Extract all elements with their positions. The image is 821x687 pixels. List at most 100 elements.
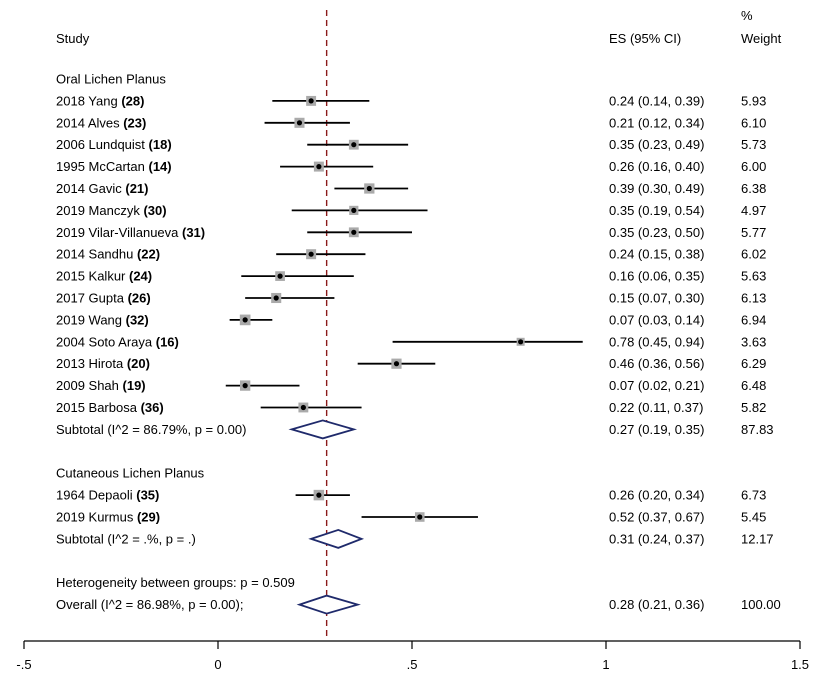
study-ref: (18) (149, 137, 172, 152)
estimate-point (308, 98, 314, 104)
estimate-point (366, 185, 372, 192)
estimate-point (417, 514, 423, 520)
study-label: 2006 Lundquist (18) (56, 137, 172, 152)
es-value: 0.52 (0.37, 0.67) (609, 510, 704, 525)
study-label: 2013 Hirota (20) (56, 356, 150, 371)
study-name: 2019 Vilar-Villanueva (56, 225, 182, 240)
weight-value: 6.10 (741, 115, 766, 130)
weight-value: 3.63 (741, 334, 766, 349)
weight-value: 5.45 (741, 510, 766, 525)
weight-value: 5.93 (741, 93, 766, 108)
study-ref: (36) (141, 400, 164, 415)
weight-value: 5.73 (741, 137, 766, 152)
study-label: 2019 Wang (32) (56, 312, 149, 327)
study-name: 2006 Lundquist (56, 137, 149, 152)
es-value: 0.35 (0.23, 0.50) (609, 225, 704, 240)
study-ref: (22) (137, 247, 160, 262)
group-title: Oral Lichen Planus (56, 72, 166, 87)
subtotal-diamond (308, 528, 365, 549)
header-weight: Weight (741, 31, 782, 46)
subtotal-weight-value: 87.83 (741, 422, 774, 437)
study-name: 2019 Manczyk (56, 203, 143, 218)
forest-rows: Oral Lichen Planus 2018 Yang (28) 0.24 (0.… (16, 10, 809, 672)
study-name: 2014 Sandhu (56, 247, 137, 262)
study-ref: (16) (156, 334, 179, 349)
weight-value: 5.77 (741, 225, 766, 240)
study-label: 2015 Barbosa (36) (56, 400, 164, 415)
study-ref: (14) (149, 159, 172, 174)
weight-value: 6.13 (741, 291, 766, 306)
heterogeneity-text: Heterogeneity between groups: p = 0.509 (56, 575, 295, 590)
es-value: 0.39 (0.30, 0.49) (609, 181, 704, 196)
study-name: 2018 Yang (56, 93, 121, 108)
weight-value: 5.82 (741, 400, 766, 415)
estimate-point (518, 339, 524, 345)
weight-value: 6.29 (741, 356, 766, 371)
estimate-point (316, 492, 322, 498)
study-ref: (32) (126, 312, 149, 327)
weight-value: 6.38 (741, 181, 766, 196)
study-name: 2013 Hirota (56, 356, 127, 371)
study-name: 2015 Kalkur (56, 269, 129, 284)
x-tick-label: .5 (407, 657, 418, 672)
study-label: 2015 Kalkur (24) (56, 269, 152, 284)
weight-value: 6.48 (741, 378, 766, 393)
es-value: 0.07 (0.03, 0.14) (609, 312, 704, 327)
header-es: ES (95% CI) (609, 31, 681, 46)
study-label: 2019 Kurmus (29) (56, 510, 160, 525)
estimate-point (242, 383, 248, 389)
study-name: 2014 Alves (56, 115, 123, 130)
subtotal-label: Subtotal (I^2 = .%, p = .) (56, 531, 196, 546)
study-ref: (19) (123, 378, 146, 393)
weight-value: 6.94 (741, 312, 766, 327)
weight-value: 6.73 (741, 488, 766, 503)
x-tick-label: 1 (602, 657, 609, 672)
study-label: 2014 Alves (23) (56, 115, 146, 130)
estimate-point (393, 361, 400, 367)
study-label: 1964 Depaoli (35) (56, 488, 159, 503)
study-ref: (29) (137, 510, 160, 525)
study-ref: (31) (182, 225, 205, 240)
estimate-point (273, 295, 279, 301)
overall-weight-value: 100.00 (741, 597, 781, 612)
study-label: 2009 Shah (19) (56, 378, 146, 393)
es-value: 0.35 (0.23, 0.49) (609, 137, 704, 152)
weight-value: 5.63 (741, 269, 766, 284)
study-name: 2019 Wang (56, 312, 126, 327)
overall-label: Overall (I^2 = 86.98%, p = 0.00); (56, 597, 243, 612)
estimate-point (316, 164, 322, 170)
study-ref: (28) (121, 93, 144, 108)
header-weight-percent: % (741, 8, 753, 23)
study-name: 2017 Gupta (56, 291, 128, 306)
study-label: 2019 Manczyk (30) (56, 203, 167, 218)
estimate-point (300, 404, 306, 411)
es-value: 0.16 (0.06, 0.35) (609, 269, 704, 284)
study-name: 2019 Kurmus (56, 510, 137, 525)
study-ref: (23) (123, 115, 146, 130)
study-ref: (30) (143, 203, 166, 218)
es-value: 0.26 (0.16, 0.40) (609, 159, 704, 174)
es-value: 0.35 (0.19, 0.54) (609, 203, 704, 218)
study-ref: (35) (136, 488, 159, 503)
study-label: 2004 Soto Araya (16) (56, 334, 179, 349)
estimate-point (351, 207, 357, 213)
overall-diamond (296, 594, 361, 615)
subtotal-weight-value: 12.17 (741, 531, 774, 546)
study-label: 2018 Yang (28) (56, 93, 144, 108)
study-label: 2019 Vilar-Villanueva (31) (56, 225, 205, 240)
overall-es-value: 0.28 (0.21, 0.36) (609, 597, 704, 612)
study-name: 2015 Barbosa (56, 400, 141, 415)
weight-value: 6.00 (741, 159, 766, 174)
study-label: 2014 Gavic (21) (56, 181, 149, 196)
x-tick-label: 1.5 (791, 657, 809, 672)
estimate-point (296, 120, 303, 126)
estimate-point (242, 317, 248, 323)
study-label: 2017 Gupta (26) (56, 291, 151, 306)
subtotal-es-value: 0.31 (0.24, 0.37) (609, 531, 704, 546)
x-tick-label: -.5 (16, 657, 31, 672)
es-value: 0.21 (0.12, 0.34) (609, 115, 704, 130)
es-value: 0.78 (0.45, 0.94) (609, 334, 704, 349)
weight-value: 4.97 (741, 203, 766, 218)
subtotal-diamond (288, 419, 358, 440)
